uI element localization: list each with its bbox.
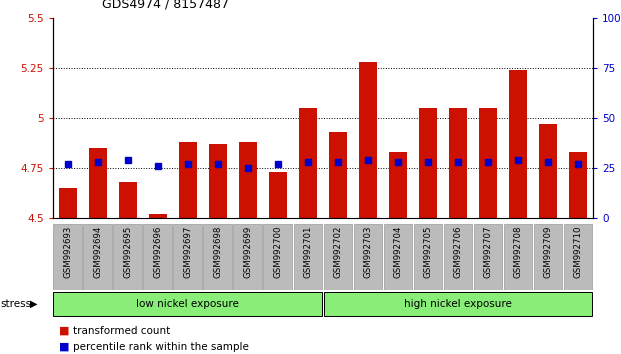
Bar	[509, 70, 527, 218]
Bar	[179, 142, 197, 218]
FancyBboxPatch shape	[414, 224, 442, 290]
Text: GSM992707: GSM992707	[484, 226, 492, 278]
Text: GSM992706: GSM992706	[453, 226, 463, 278]
Text: GSM992710: GSM992710	[574, 226, 582, 278]
Text: GSM992699: GSM992699	[243, 226, 252, 278]
FancyBboxPatch shape	[143, 224, 172, 290]
Text: high nickel exposure: high nickel exposure	[404, 299, 512, 309]
Text: transformed count: transformed count	[73, 326, 170, 336]
FancyBboxPatch shape	[474, 224, 502, 290]
Text: ■: ■	[59, 326, 70, 336]
FancyBboxPatch shape	[504, 224, 532, 290]
Text: GSM992695: GSM992695	[124, 226, 132, 278]
Text: GSM992704: GSM992704	[394, 226, 402, 278]
Text: GSM992694: GSM992694	[93, 226, 102, 278]
Bar	[419, 108, 437, 218]
Bar	[479, 108, 497, 218]
Bar	[359, 62, 377, 218]
Text: low nickel exposure: low nickel exposure	[137, 299, 239, 309]
Text: stress: stress	[1, 299, 32, 309]
FancyBboxPatch shape	[324, 292, 592, 316]
Text: GSM992698: GSM992698	[214, 226, 222, 278]
Bar	[329, 132, 347, 218]
Text: GSM992705: GSM992705	[424, 226, 432, 278]
FancyBboxPatch shape	[173, 224, 202, 290]
Bar	[59, 188, 77, 218]
Bar	[539, 124, 557, 218]
FancyBboxPatch shape	[263, 224, 292, 290]
Text: percentile rank within the sample: percentile rank within the sample	[73, 342, 248, 352]
FancyBboxPatch shape	[53, 224, 82, 290]
Bar	[389, 152, 407, 218]
Text: GSM992708: GSM992708	[514, 226, 522, 278]
Text: GSM992696: GSM992696	[153, 226, 162, 278]
Bar	[449, 108, 467, 218]
FancyBboxPatch shape	[114, 224, 142, 290]
Bar	[149, 214, 167, 218]
Text: GSM992709: GSM992709	[543, 226, 553, 278]
FancyBboxPatch shape	[324, 224, 352, 290]
Text: ▶: ▶	[30, 299, 37, 309]
FancyBboxPatch shape	[443, 224, 473, 290]
Bar	[269, 172, 287, 218]
Text: ■: ■	[59, 342, 70, 352]
Bar	[209, 144, 227, 218]
Text: GSM992703: GSM992703	[363, 226, 373, 278]
Text: GSM992702: GSM992702	[333, 226, 342, 278]
Bar	[299, 108, 317, 218]
Text: GDS4974 / 8157487: GDS4974 / 8157487	[102, 0, 230, 11]
Text: GSM992701: GSM992701	[304, 226, 312, 278]
Bar	[119, 182, 137, 218]
FancyBboxPatch shape	[204, 224, 232, 290]
FancyBboxPatch shape	[53, 292, 322, 316]
FancyBboxPatch shape	[294, 224, 322, 290]
Text: GSM992693: GSM992693	[63, 226, 72, 278]
FancyBboxPatch shape	[564, 224, 592, 290]
FancyBboxPatch shape	[353, 224, 383, 290]
Bar	[89, 148, 107, 218]
Bar	[239, 142, 257, 218]
FancyBboxPatch shape	[384, 224, 412, 290]
FancyBboxPatch shape	[533, 224, 563, 290]
Bar	[569, 152, 587, 218]
Text: GSM992700: GSM992700	[273, 226, 283, 278]
FancyBboxPatch shape	[233, 224, 262, 290]
Text: GSM992697: GSM992697	[183, 226, 193, 278]
FancyBboxPatch shape	[83, 224, 112, 290]
